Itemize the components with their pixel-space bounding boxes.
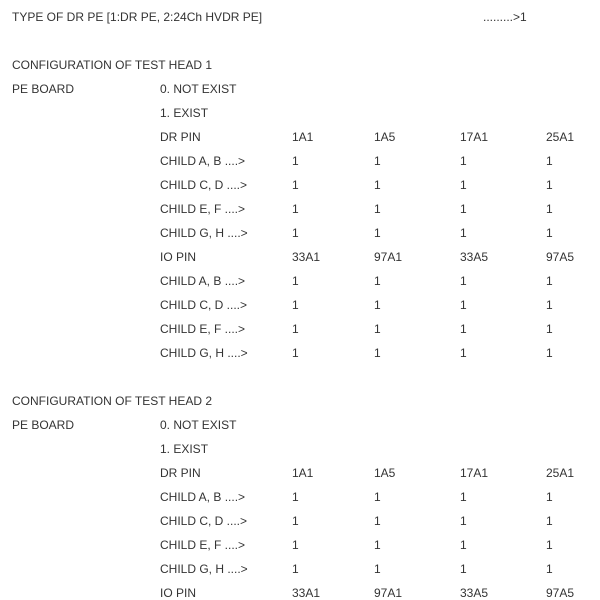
child-value: 1: [292, 562, 299, 576]
child-value: 1: [460, 346, 467, 360]
child-value: 1: [546, 490, 553, 504]
child-value: 1: [460, 514, 467, 528]
option: 0. NOT EXIST: [160, 82, 237, 96]
child-value: 1: [374, 538, 381, 552]
child-value: 1: [292, 154, 299, 168]
pin-name: 1A5: [374, 130, 396, 144]
child-value: 1: [546, 346, 553, 360]
pin-name: 25A1: [546, 130, 575, 144]
child-value: 1: [374, 298, 381, 312]
child-value: 1: [374, 490, 381, 504]
pin-name: 17A1: [460, 466, 489, 480]
child-value: 1: [546, 538, 553, 552]
child-value: 1: [374, 322, 381, 336]
pin-group-label: IO PIN: [160, 250, 197, 264]
pin-name: 33A1: [292, 250, 321, 264]
child-label: CHILD C, D ....>: [160, 178, 248, 192]
child-label: CHILD A, B ....>: [160, 490, 246, 504]
child-value: 1: [374, 154, 381, 168]
child-label: CHILD E, F ....>: [160, 538, 246, 552]
child-value: 1: [374, 202, 381, 216]
pin-name: 97A5: [546, 250, 575, 264]
child-value: 1: [374, 178, 381, 192]
child-value: 1: [292, 202, 299, 216]
pin-name: 97A5: [546, 586, 575, 600]
pin-name: 17A1: [460, 130, 489, 144]
child-value: 1: [460, 298, 467, 312]
head-title: CONFIGURATION OF TEST HEAD 2: [12, 394, 213, 408]
child-label: CHILD C, D ....>: [160, 298, 248, 312]
child-value: 1: [374, 514, 381, 528]
pin-group-label: IO PIN: [160, 586, 197, 600]
child-value: 1: [460, 274, 467, 288]
child-value: 1: [546, 514, 553, 528]
child-value: 1: [546, 178, 553, 192]
header-value: .........>1: [483, 10, 527, 24]
child-label: CHILD G, H ....>: [160, 346, 248, 360]
child-label: CHILD G, H ....>: [160, 226, 248, 240]
child-value: 1: [546, 202, 553, 216]
option: 1. EXIST: [160, 442, 209, 456]
child-value: 1: [460, 538, 467, 552]
pin-name: 1A1: [292, 130, 314, 144]
board-label: PE BOARD: [12, 82, 75, 96]
pin-name: 33A1: [292, 586, 321, 600]
child-value: 1: [460, 322, 467, 336]
child-value: 1: [374, 562, 381, 576]
option: 1. EXIST: [160, 106, 209, 120]
pin-group-label: DR PIN: [160, 130, 201, 144]
child-value: 1: [460, 202, 467, 216]
child-label: CHILD A, B ....>: [160, 154, 246, 168]
child-value: 1: [292, 514, 299, 528]
child-value: 1: [546, 298, 553, 312]
child-value: 1: [292, 538, 299, 552]
pin-name: 25A1: [546, 466, 575, 480]
child-value: 1: [374, 346, 381, 360]
child-label: CHILD A, B ....>: [160, 274, 246, 288]
board-label: PE BOARD: [12, 418, 75, 432]
head-title: CONFIGURATION OF TEST HEAD 1: [12, 58, 213, 72]
child-value: 1: [460, 178, 467, 192]
child-label: CHILD E, F ....>: [160, 202, 246, 216]
option: 0. NOT EXIST: [160, 418, 237, 432]
pin-name: 1A1: [292, 466, 314, 480]
child-value: 1: [546, 154, 553, 168]
header-label: TYPE OF DR PE [1:DR PE, 2:24Ch HVDR PE]: [12, 10, 263, 24]
child-value: 1: [374, 226, 381, 240]
child-value: 1: [292, 178, 299, 192]
child-value: 1: [460, 154, 467, 168]
child-value: 1: [374, 274, 381, 288]
child-value: 1: [292, 298, 299, 312]
pin-name: 33A5: [460, 586, 489, 600]
child-label: CHILD C, D ....>: [160, 514, 248, 528]
child-value: 1: [546, 226, 553, 240]
child-value: 1: [460, 562, 467, 576]
pin-name: 1A5: [374, 466, 396, 480]
child-label: CHILD E, F ....>: [160, 322, 246, 336]
child-value: 1: [546, 322, 553, 336]
child-value: 1: [460, 226, 467, 240]
child-value: 1: [292, 226, 299, 240]
child-value: 1: [546, 562, 553, 576]
child-value: 1: [546, 274, 553, 288]
pin-name: 97A1: [374, 250, 403, 264]
child-value: 1: [460, 490, 467, 504]
child-value: 1: [292, 490, 299, 504]
child-value: 1: [292, 346, 299, 360]
child-label: CHILD G, H ....>: [160, 562, 248, 576]
child-value: 1: [292, 322, 299, 336]
pin-name: 97A1: [374, 586, 403, 600]
child-value: 1: [292, 274, 299, 288]
pin-group-label: DR PIN: [160, 466, 201, 480]
pin-name: 33A5: [460, 250, 489, 264]
